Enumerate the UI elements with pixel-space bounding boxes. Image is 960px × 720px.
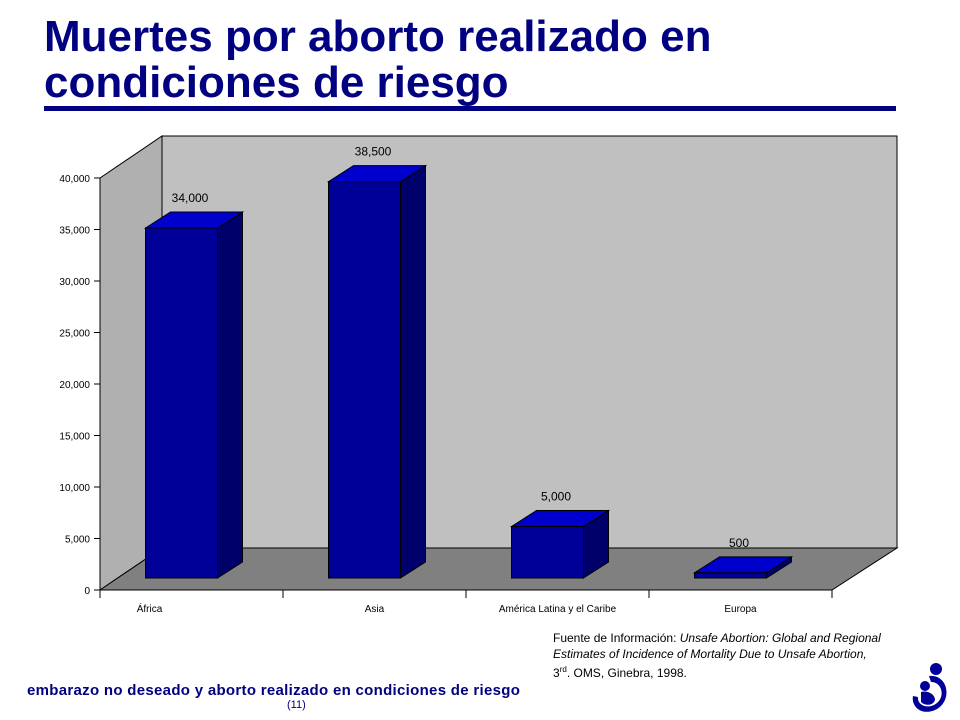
slide-title-line-1: Muertes por aborto realizado en <box>44 12 712 61</box>
source-edition-suffix: rd <box>559 665 567 674</box>
y-tick-label: 40,000 <box>59 174 90 185</box>
y-tick-label: 10,000 <box>59 483 90 494</box>
source-title-line-2: Estimates of Incidence of Mortality Due … <box>553 647 867 661</box>
page-number: (11) <box>287 699 306 711</box>
bar-chart: 0 5,000 10,000 15,000 20,000 25,000 30,000 35,0… <box>59 135 899 615</box>
chart-back-wall <box>161 135 898 549</box>
bar <box>328 181 401 579</box>
bar-value-label: 34,000 <box>172 191 209 205</box>
bar <box>145 227 218 579</box>
slide-title: Muertes por aborto realizado en condicio… <box>44 14 904 106</box>
mother-child-logo-icon <box>912 663 947 712</box>
bar-value-label: 500 <box>729 536 749 550</box>
y-tick-label: 25,000 <box>59 329 90 340</box>
y-tick-label: 20,000 <box>59 380 90 391</box>
x-category-label: África <box>137 602 163 615</box>
y-tick-label: 0 <box>84 586 90 597</box>
bar-value-label: 5,000 <box>541 490 571 504</box>
y-tick-label: 30,000 <box>59 277 90 288</box>
title-underline <box>44 106 896 111</box>
source-edition: 3 <box>553 666 560 680</box>
bar-side <box>217 211 243 579</box>
y-tick-label: 35,000 <box>59 226 90 237</box>
slide-title-line-2: condiciones de riesgo <box>44 58 509 107</box>
x-category-label: América Latina y el Caribe <box>499 604 617 615</box>
y-tick-label: 15,000 <box>59 432 90 443</box>
source-prefix: Fuente de Información: <box>553 631 677 645</box>
bar-value-label: 38,500 <box>355 145 392 159</box>
x-category-label: Europa <box>724 604 757 615</box>
bar <box>511 526 584 579</box>
x-category-label: Asia <box>365 604 385 615</box>
bar-side <box>400 164 426 579</box>
source-publisher: . OMS, Ginebra, 1998. <box>566 666 687 680</box>
footer-caption: embarazo no deseado y aborto realizado e… <box>27 682 521 699</box>
bar <box>694 572 767 579</box>
source-title-line-1: Unsafe Abortion: Global and Regional <box>676 631 881 645</box>
y-tick-label: 5,000 <box>65 535 90 546</box>
source-note: Fuente de Información: Unsafe Abortion: … <box>553 630 953 681</box>
